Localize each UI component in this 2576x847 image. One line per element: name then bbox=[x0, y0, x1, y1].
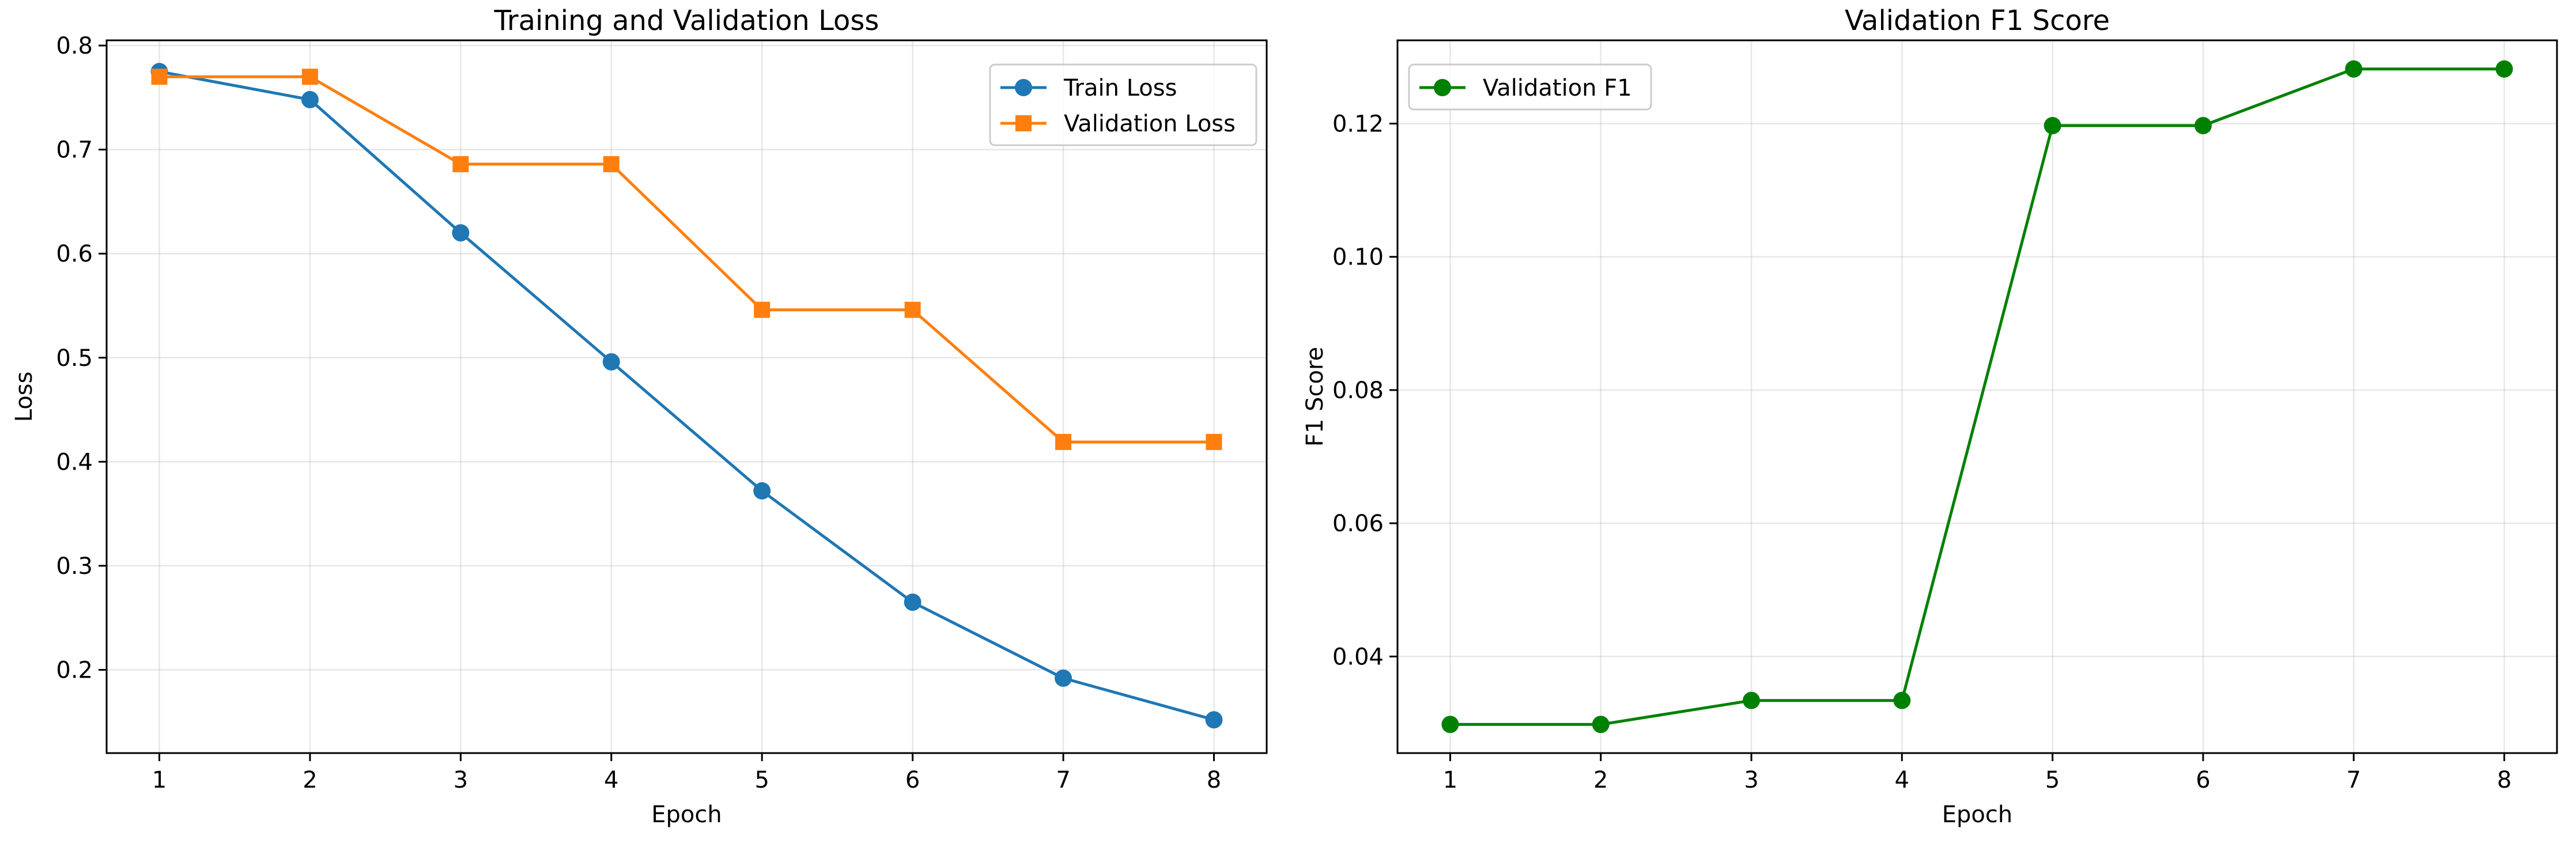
f1-series-validation-f1-line bbox=[1449, 67, 2506, 726]
f1-series-validation-f1-point-7 bbox=[2345, 60, 2363, 78]
loss-series-train-loss-point-6 bbox=[904, 593, 921, 611]
loss-legend-entry-train-loss-label: Train Loss bbox=[1063, 75, 1177, 101]
loss-series-train-loss-point-5 bbox=[753, 482, 771, 500]
loss-xtick-label-8: 8 bbox=[1207, 767, 1221, 793]
f1-series-validation-f1-point-2 bbox=[1592, 716, 1610, 733]
loss-xtick-label-6: 6 bbox=[905, 767, 920, 793]
f1-ytick-label-0-08: 0.08 bbox=[1332, 377, 1384, 404]
loss-series-validation-loss-point-1 bbox=[151, 69, 168, 85]
f1-title: Validation F1 Score bbox=[1845, 5, 2110, 37]
loss-series-train-loss-point-3 bbox=[452, 224, 470, 242]
loss-series-validation-loss-point-7 bbox=[1055, 434, 1072, 451]
f1-series-validation-f1-point-5 bbox=[2044, 116, 2061, 134]
f1-ytick-label-0-04: 0.04 bbox=[1332, 644, 1384, 670]
loss-xtick-label-3: 3 bbox=[454, 767, 468, 793]
f1-xtick-label-5: 5 bbox=[2045, 767, 2060, 793]
f1-legend-entry-validation-f1-label: Validation F1 bbox=[1483, 75, 1632, 101]
f1-ytick-label-0-12: 0.12 bbox=[1332, 111, 1384, 138]
loss-series-train-loss-point-8 bbox=[1205, 711, 1223, 729]
f1-legend: Validation F1 bbox=[1408, 63, 1652, 111]
f1-xtick-label-6: 6 bbox=[2196, 767, 2210, 793]
loss-xtick-label-5: 5 bbox=[754, 767, 769, 793]
loss-series-validation-loss-point-3 bbox=[452, 156, 469, 172]
loss-legend: Train Loss Validation Loss bbox=[989, 63, 1257, 146]
loss-x-axis-label: Epoch bbox=[651, 801, 722, 828]
f1-legend-box bbox=[1408, 63, 1652, 111]
loss-series-train-loss-line bbox=[158, 70, 1215, 721]
loss-series-validation-loss-line bbox=[158, 75, 1215, 444]
f1-series-validation-f1-point-6 bbox=[2194, 116, 2212, 134]
loss-series-validation-loss-point-6 bbox=[904, 301, 921, 318]
loss-series-train-loss-point-2 bbox=[301, 90, 319, 108]
loss-series-validation-loss-point-2 bbox=[301, 69, 318, 85]
loss-title: Training and Validation Loss bbox=[494, 5, 879, 37]
loss-axes-frame bbox=[105, 39, 1268, 754]
f1-legend-entry-validation-f1-marker bbox=[1434, 79, 1451, 96]
loss-series-validation-loss-point-4 bbox=[603, 156, 620, 172]
loss-legend-entry-train-loss-marker bbox=[1015, 79, 1032, 96]
loss-ytick-label-0-3: 0.3 bbox=[56, 553, 93, 580]
f1-plot-area bbox=[1397, 40, 2557, 753]
f1-series-validation-f1-point-3 bbox=[1743, 691, 1761, 709]
loss-series-train-loss-point-7 bbox=[1055, 669, 1072, 687]
f1-series-validation-f1-point-4 bbox=[1893, 691, 1911, 709]
loss-xtick-label-4: 4 bbox=[604, 767, 618, 793]
loss-ytick-label-0-2: 0.2 bbox=[56, 657, 93, 684]
loss-series-train-loss-point-4 bbox=[602, 353, 620, 371]
loss-legend-box bbox=[989, 63, 1257, 146]
f1-xtick-label-2: 2 bbox=[1593, 767, 1608, 793]
loss-series-validation-loss-point-8 bbox=[1206, 434, 1222, 451]
f1-xtick-label-7: 7 bbox=[2347, 767, 2361, 793]
f1-xtick-label-1: 1 bbox=[1443, 767, 1457, 793]
loss-plot-area bbox=[107, 40, 1267, 753]
loss-ytick-label-0-5: 0.5 bbox=[56, 345, 93, 372]
loss-ytick-label-0-7: 0.7 bbox=[56, 137, 93, 164]
loss-chart: 1 2 3 4 5 6 7 8 0.2 0.3 0.4 0.5 0.6 0.7 0.8 Training an… bbox=[11, 5, 1268, 828]
f1-ytick-label-0-10: 0.10 bbox=[1332, 244, 1384, 271]
loss-ytick-label-0-6: 0.6 bbox=[56, 241, 93, 267]
f1-xtick-label-4: 4 bbox=[1895, 767, 1909, 793]
f1-series-validation-f1-point-8 bbox=[2495, 60, 2513, 78]
loss-xtick-label-1: 1 bbox=[152, 767, 167, 793]
loss-legend-entry-validation-loss-marker bbox=[1015, 115, 1032, 131]
f1-ytick-label-0-06: 0.06 bbox=[1332, 511, 1384, 537]
f1-x-axis-label: Epoch bbox=[1942, 801, 2012, 828]
f1-series-validation-f1-point-1 bbox=[1441, 716, 1459, 733]
f1-axes-frame bbox=[1396, 39, 2558, 754]
f1-y-axis-label: F1 Score bbox=[1302, 347, 1328, 447]
loss-y-axis-label: Loss bbox=[11, 372, 37, 422]
loss-ytick-label-0-8: 0.8 bbox=[56, 33, 93, 59]
loss-xtick-label-2: 2 bbox=[303, 767, 317, 793]
loss-ytick-label-0-4: 0.4 bbox=[56, 449, 93, 475]
loss-legend-entry-validation-loss-label: Validation Loss bbox=[1064, 111, 1236, 137]
loss-xtick-label-7: 7 bbox=[1056, 767, 1070, 793]
f1-chart: 1 2 3 4 5 6 7 8 0.04 0.06 0.08 0.10 0.12 Validation F… bbox=[1302, 5, 2558, 828]
f1-xtick-label-3: 3 bbox=[1744, 767, 1758, 793]
loss-series-validation-loss-point-5 bbox=[754, 301, 770, 318]
f1-xtick-label-8: 8 bbox=[2497, 767, 2511, 793]
